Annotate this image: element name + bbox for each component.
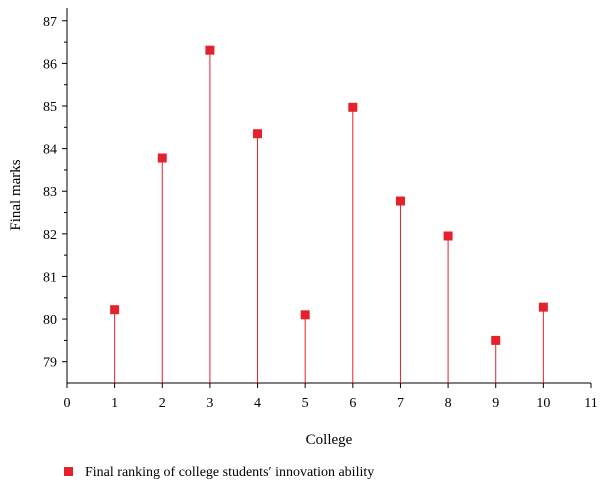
y-tick-label: 82: [43, 228, 57, 243]
y-tick-label: 86: [43, 57, 57, 72]
x-tick-label: 11: [584, 396, 597, 411]
legend-marker: [64, 467, 73, 476]
x-tick-label: 5: [302, 396, 309, 411]
y-tick-label: 83: [43, 185, 57, 200]
data-point: [157, 153, 167, 163]
x-tick-label: 8: [445, 396, 452, 411]
legend-label: Final ranking of college students′ innov…: [85, 465, 374, 480]
y-tick-label: 81: [43, 270, 57, 285]
x-tick-label: 4: [254, 396, 261, 411]
data-point: [253, 129, 263, 139]
x-tick-label: 9: [492, 396, 499, 411]
data-point: [205, 45, 215, 55]
y-tick-label: 79: [43, 356, 57, 371]
x-axis-label: College: [306, 432, 353, 448]
y-tick-label: 87: [43, 15, 57, 30]
y-tick-label: 84: [43, 143, 57, 158]
x-tick-label: 2: [159, 396, 166, 411]
data-point: [110, 305, 120, 315]
x-tick-label: 3: [206, 396, 213, 411]
x-tick-label: 0: [64, 396, 71, 411]
data-point: [348, 102, 358, 112]
y-tick-label: 85: [43, 100, 57, 115]
data-point: [300, 310, 310, 320]
axes: [66, 8, 591, 384]
data-point: [395, 196, 405, 206]
stems: [114, 50, 544, 383]
y-tick-label: 80: [43, 313, 57, 328]
x-tick-label: 7: [397, 396, 404, 411]
x-tick-label: 10: [536, 396, 550, 411]
legend: Final ranking of college students′ innov…: [64, 465, 374, 480]
data-point: [538, 302, 548, 312]
data-point: [443, 231, 453, 241]
markers: [110, 45, 548, 345]
x-tick-label: 1: [111, 396, 118, 411]
y-axis-label: Final marks: [8, 159, 24, 230]
x-tick-label: 6: [349, 396, 356, 411]
y-ticks: 79 80 81 82 83 84 85 86 87: [43, 15, 67, 371]
x-ticks: 0 1 2 3 4 5 6 7 8 9 10 11: [64, 383, 598, 411]
data-point: [491, 335, 501, 345]
